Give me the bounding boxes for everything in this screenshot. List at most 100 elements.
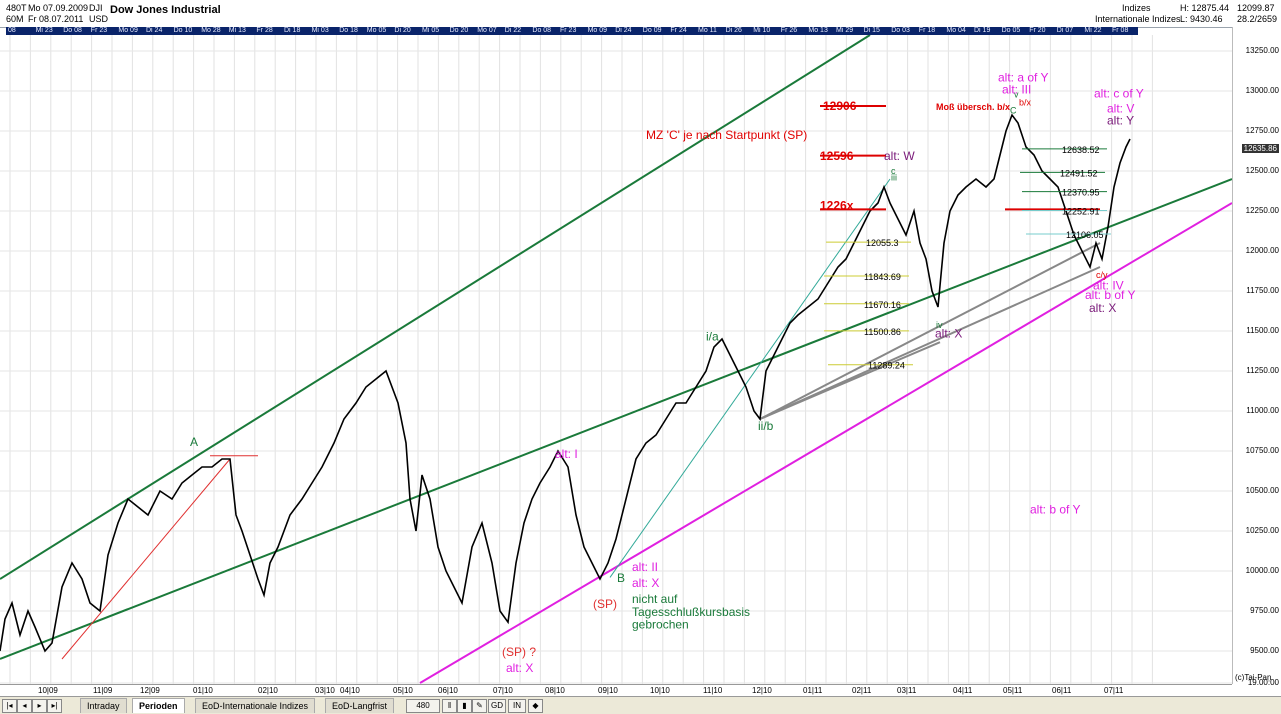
date-bar-label: Mi 22: [1084, 27, 1102, 34]
fib-level-label: 12252.91: [1062, 207, 1100, 217]
last-value-label: 12635.86: [1241, 144, 1279, 154]
wave-iii-label: iii: [891, 173, 897, 183]
x-tick-label: 05|11: [1003, 686, 1023, 695]
date-bar-label: Mo 05: [366, 27, 387, 34]
color-palette-icon[interactable]: ◆: [528, 699, 543, 713]
start-date: Mo 07.09.2009: [28, 3, 89, 13]
y-axis: 13250.00 13000.00 12750.00 12500.00 12250.00…: [1232, 27, 1281, 687]
fib-level-label: 11289.24: [868, 361, 905, 371]
grey-fan-line-1: [759, 242, 1101, 420]
alt-x-right-label: alt: X: [1089, 301, 1116, 315]
tab-intraday[interactable]: Intraday: [80, 698, 127, 713]
date-bar-label: Mo 13: [808, 27, 828, 34]
fib-level-label: 12106.05: [1066, 230, 1104, 240]
interval: 60M: [6, 14, 24, 24]
tab-eod-langfrist[interactable]: EoD-Langfrist: [325, 698, 395, 713]
date-bar-label: Do 08: [63, 27, 82, 34]
alt-i-label: alt: I: [555, 447, 578, 461]
y-tick-label: 11750.00: [1246, 286, 1279, 295]
date-bar-label: Di 07: [1056, 27, 1074, 34]
wave-v-label: v: [1014, 89, 1019, 99]
currency: USD: [89, 14, 109, 24]
target-12596-label: 12596: [820, 149, 854, 163]
price-chart[interactable]: 12638.52 12491.52 12370.95 12252.91 12106.05…: [0, 35, 1232, 684]
gd-button[interactable]: GD: [488, 699, 506, 713]
x-tick-label: 05|10: [393, 686, 413, 695]
next-page-icon[interactable]: ▸: [32, 699, 47, 713]
x-axis: 10|09 11|09 12|09 01|10 02|10 03|10 04|10 05|10…: [0, 684, 1232, 697]
in-button[interactable]: IN: [508, 699, 526, 713]
alt-iv-label: alt: IV: [1093, 278, 1124, 292]
red-trend-line: [61, 458, 231, 660]
date-bar-label: Mo 07: [477, 27, 497, 34]
y-tick-label: 19.00:00: [1247, 678, 1279, 687]
fib-level-label: 12370.95: [1062, 188, 1100, 198]
x-tick-label: 04|11: [953, 686, 973, 695]
y-tick-label: 10750.00: [1245, 446, 1279, 455]
x-tick-label: 02|11: [852, 686, 872, 695]
date-bar-label: Di 20: [394, 27, 411, 34]
note-line-2: Tagesschlußkursbasis: [632, 605, 750, 619]
date-bar-label: Mo 11: [698, 27, 717, 34]
end-date: Fr 08.07.2011: [28, 14, 84, 24]
last-page-icon[interactable]: ▸|: [47, 699, 62, 713]
sp-label: (SP): [593, 597, 617, 611]
date-bar-label: Di 18: [284, 27, 301, 34]
y-tick-label: 12500.00: [1245, 166, 1279, 175]
date-bar-label: Do 09: [642, 27, 662, 34]
date-bar-label: Fr 08: [1112, 27, 1129, 34]
date-bar-label: Di 22: [504, 27, 522, 34]
wave-iib-label: ii/b: [758, 419, 774, 433]
volume-icon[interactable]: ▮: [457, 699, 472, 713]
x-tick-label: 01|10: [193, 686, 213, 695]
wave-iv-label: iv: [936, 320, 943, 330]
date-bar-label: Fr 26: [780, 27, 798, 34]
tab-perioden[interactable]: Perioden: [132, 698, 185, 713]
date-bar-label: Do 08: [532, 27, 552, 34]
lower-channel-line-magenta: [419, 202, 1232, 684]
wave-b-label: B: [617, 571, 625, 585]
mob-label: Moß übersch. b/x: [936, 102, 1010, 112]
x-tick-label: 10|09: [38, 686, 58, 695]
x-tick-label: 03|10: [315, 686, 335, 695]
tab-eod-internationale[interactable]: EoD-Internationale Indizes: [195, 698, 316, 713]
group-label-2: Internationale Indizes: [1095, 14, 1181, 24]
x-tick-label: 07|11: [1104, 686, 1124, 695]
pause-icon[interactable]: ‖: [442, 699, 457, 713]
right-top-value: 12099.87: [1237, 3, 1275, 13]
date-bar-label: Mo 09: [118, 27, 138, 34]
note-line-1: nicht auf: [632, 592, 678, 606]
x-tick-label: 03|11: [897, 686, 917, 695]
date-bar-label: Mi 23: [35, 27, 53, 34]
wave-ia-label: i/a: [706, 330, 719, 344]
x-tick-label: 08|10: [545, 686, 565, 695]
alt-w-label: alt: W: [884, 149, 915, 163]
date-bar-label: Fr 18: [918, 27, 936, 34]
y-tick-label: 10250.00: [1245, 526, 1279, 535]
grey-fan-line-3: [759, 341, 941, 420]
x-tick-label: 07|10: [493, 686, 513, 695]
fib-level-label: 11500.86: [864, 327, 901, 337]
copyright: (c)Tai-Pan: [1235, 673, 1272, 682]
date-bar: 08 Mi 23 Do 08 Fr 23 Mo 09 Di 24 Do 10 Mo 28 Mi …: [6, 27, 1138, 35]
fib-level-label: 12491.52: [1060, 168, 1098, 178]
note-line-3: gebrochen: [632, 618, 689, 632]
date-bar-label: Do 20: [449, 27, 469, 34]
x-tick-label: 11|10: [703, 686, 723, 695]
date-bar-label: Fr 28: [256, 27, 273, 34]
bx-label: b/x: [1019, 97, 1032, 107]
price-series-line: [0, 113, 1131, 653]
prev-page-icon[interactable]: ◂: [17, 699, 32, 713]
bar-count-select[interactable]: 480: [406, 699, 440, 713]
cy-label: c/y: [1096, 270, 1108, 280]
y-tick-label: 12250.00: [1245, 206, 1279, 215]
date-bar-label: 08: [8, 27, 16, 34]
alt-x-low-label: alt: X: [632, 576, 659, 590]
y-tick-label: 12750.00: [1245, 126, 1279, 135]
group-label: Indizes: [1122, 3, 1151, 13]
pencil-icon[interactable]: ✎: [472, 699, 487, 713]
first-page-icon[interactable]: |◂: [2, 699, 17, 713]
alt-x-bottom-label: alt: X: [506, 661, 533, 675]
date-bar-label: Do 18: [339, 27, 358, 34]
mz-note-label: MZ 'C' je nach Startpunkt (SP): [646, 128, 807, 142]
